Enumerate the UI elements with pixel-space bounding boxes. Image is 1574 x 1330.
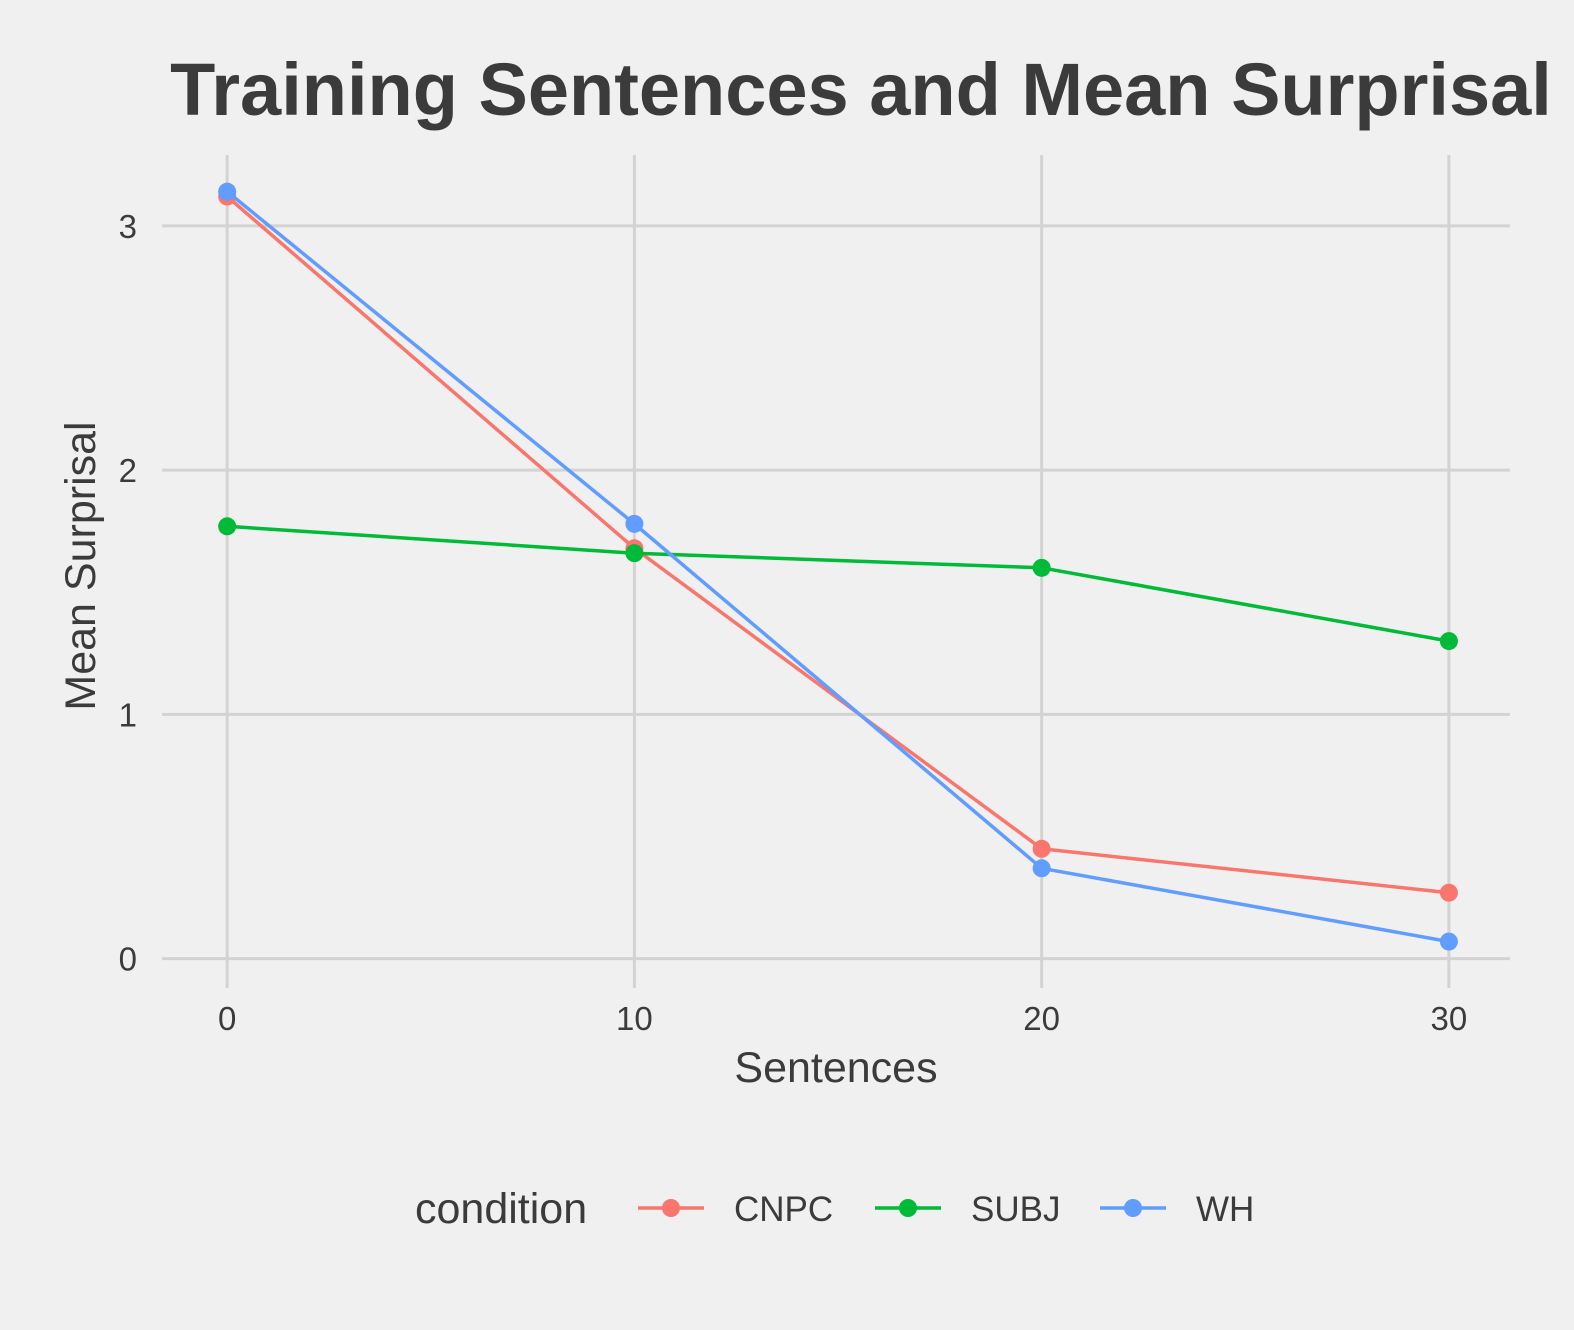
legend-label: CNPC [734,1190,833,1229]
data-point [1032,839,1051,858]
y-tick-label: 3 [119,208,137,245]
legend-item-subj: SUBJ [875,1190,1060,1229]
data-point [218,182,237,201]
legend-item-wh: WH [1100,1190,1254,1229]
data-point [1032,558,1051,577]
series-wh [218,182,1458,951]
legend-key-point [899,1199,917,1217]
legend-item-cnpc: CNPC [638,1190,833,1229]
x-tick-label: 0 [218,1000,236,1037]
legend-label: SUBJ [971,1190,1060,1229]
y-tick-label: 2 [119,452,137,489]
data-point [625,514,644,533]
data-point [1032,859,1051,878]
legend-title: condition [415,1185,587,1233]
series-group [218,182,1458,951]
x-axis-ticks: 0 10 20 30 [218,1000,1467,1037]
y-axis-title: Mean Surprisal [57,421,105,710]
y-tick-label: 1 [119,696,137,733]
y-axis-ticks: 0 1 2 3 [119,208,137,978]
series-cnpc [218,187,1458,902]
legend: condition CNPC SUBJ WH [415,1185,1254,1233]
y-tick-label: 0 [119,941,137,978]
x-tick-label: 20 [1023,1000,1060,1037]
grid [162,155,1510,988]
series-line [225,189,1451,944]
data-point [625,544,644,563]
data-point [1439,883,1458,902]
legend-key-point [1124,1199,1142,1217]
data-point [1439,632,1458,651]
series-subj [218,517,1458,651]
data-point [1439,932,1458,951]
x-tick-label: 10 [616,1000,653,1037]
chart-title: Training Sentences and Mean Surprisal [170,48,1552,131]
data-point [218,517,237,536]
x-tick-label: 30 [1431,1000,1468,1037]
series-line [225,524,1451,643]
x-axis-title: Sentences [734,1044,937,1092]
legend-key-point [662,1199,680,1217]
series-line [225,194,1451,895]
legend-label: WH [1196,1190,1254,1229]
